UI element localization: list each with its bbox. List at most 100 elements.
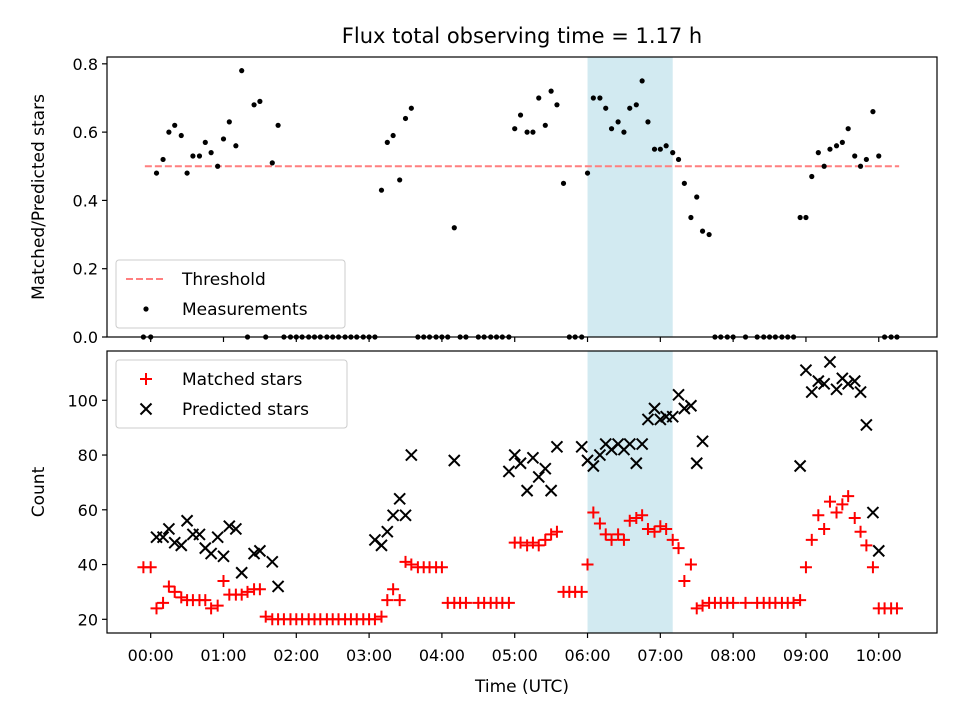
data-point — [405, 558, 418, 571]
data-point — [502, 596, 515, 609]
data-point — [672, 542, 685, 555]
data-point — [648, 525, 661, 538]
data-point — [739, 596, 752, 609]
data-point — [597, 95, 603, 101]
data-point — [217, 550, 230, 563]
data-point — [548, 88, 554, 94]
data-point — [517, 112, 524, 118]
data-point — [172, 122, 178, 128]
data-point — [805, 533, 818, 546]
data-point — [839, 139, 845, 145]
data-point — [830, 506, 843, 519]
data-point — [670, 150, 676, 156]
data-point — [211, 599, 224, 612]
series-matched-stars — [137, 490, 903, 626]
data-point — [890, 602, 903, 615]
data-point — [852, 153, 858, 159]
legend-label: Predicted stars — [182, 400, 309, 420]
data-point — [854, 525, 867, 538]
data-point — [833, 143, 840, 149]
legend-swatch — [139, 402, 153, 416]
data-point — [845, 126, 851, 132]
chart-panels: 0.0 0.2 0.4 0.6 0.8 Matched/Predicted stars Fl… — [29, 24, 938, 697]
data-point — [794, 594, 807, 607]
data-point — [375, 539, 388, 552]
data-point — [393, 492, 406, 506]
data-point — [612, 528, 625, 541]
legend-label: Measurements — [182, 300, 308, 320]
data-point — [150, 602, 163, 615]
data-point — [508, 448, 521, 462]
data-point — [545, 528, 558, 541]
data-point — [368, 613, 381, 626]
data-point — [605, 533, 618, 546]
data-point — [623, 514, 636, 527]
data-point — [199, 594, 212, 607]
data-point — [271, 580, 285, 593]
data-point — [815, 150, 821, 156]
data-point — [269, 160, 275, 166]
data-point — [617, 533, 630, 546]
data-point — [175, 539, 188, 552]
data-point — [812, 509, 825, 522]
data-point — [575, 440, 588, 454]
data-point — [175, 591, 188, 604]
data-point — [690, 457, 703, 470]
data-point — [848, 374, 861, 388]
data-point — [842, 490, 855, 503]
data-point — [872, 544, 885, 558]
data-point — [229, 522, 243, 536]
data-point — [204, 547, 218, 560]
data-point — [818, 522, 831, 535]
y-tick-label: 0.6 — [73, 123, 98, 142]
data-point — [235, 566, 248, 579]
data-point — [560, 180, 567, 186]
data-point — [587, 506, 600, 519]
data-point — [451, 225, 457, 231]
panel-1: 0.0 0.2 0.4 0.6 0.8 Matched/Predicted stars Fl… — [29, 24, 938, 347]
data-point — [633, 102, 639, 108]
data-point — [168, 536, 181, 549]
data-point — [223, 520, 236, 533]
data-point — [502, 465, 516, 478]
data-point — [166, 129, 172, 135]
data-point — [530, 129, 536, 135]
data-point — [202, 139, 208, 145]
data-point — [672, 388, 685, 402]
x-tick-label: 04:00 — [419, 646, 465, 665]
data-point — [539, 533, 552, 546]
y-axis-label: Count — [29, 466, 49, 517]
data-point — [666, 410, 679, 423]
y-tick-label: 40 — [78, 556, 98, 575]
data-point — [399, 555, 412, 568]
data-point — [857, 163, 864, 169]
series-predicted-stars — [150, 355, 885, 593]
data-point — [641, 413, 655, 426]
x-tick-label: 05:00 — [492, 646, 538, 665]
data-point — [696, 599, 709, 612]
data-point — [866, 506, 880, 519]
data-point — [684, 558, 697, 571]
data-point — [259, 610, 272, 623]
data-point — [636, 509, 649, 522]
x-tick-label: 07:00 — [637, 646, 683, 665]
data-point — [727, 596, 740, 609]
x-tick-label: 09:00 — [783, 646, 829, 665]
x-tick-label: 01:00 — [200, 646, 246, 665]
data-point — [706, 231, 712, 238]
data-point — [153, 170, 160, 176]
data-point — [581, 558, 594, 571]
data-point — [666, 533, 679, 546]
data-point — [257, 98, 263, 104]
data-point — [226, 119, 232, 125]
data-point — [217, 574, 230, 587]
chart-title: Flux total observing time = 1.17 h — [342, 24, 702, 48]
data-point — [639, 78, 645, 84]
y-tick-label: 0.8 — [73, 55, 98, 74]
legend-label: Matched stars — [182, 370, 302, 390]
data-point — [817, 377, 831, 391]
data-point — [220, 136, 227, 142]
data-point — [397, 177, 403, 183]
data-point — [550, 440, 564, 454]
data-point — [593, 448, 607, 462]
